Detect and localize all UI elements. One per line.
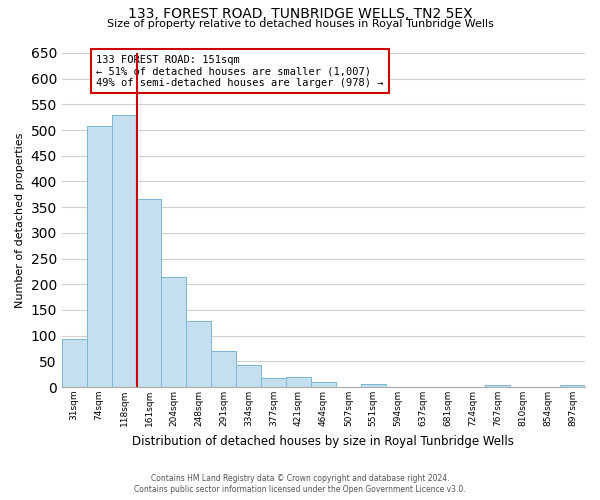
Y-axis label: Number of detached properties: Number of detached properties xyxy=(15,132,25,308)
Text: Size of property relative to detached houses in Royal Tunbridge Wells: Size of property relative to detached ho… xyxy=(107,19,493,29)
Bar xyxy=(87,126,112,387)
Text: 133, FOREST ROAD, TUNBRIDGE WELLS, TN2 5EX: 133, FOREST ROAD, TUNBRIDGE WELLS, TN2 5… xyxy=(128,8,472,22)
Bar xyxy=(261,378,286,387)
Bar xyxy=(286,376,311,387)
Bar xyxy=(161,276,187,387)
Bar xyxy=(236,365,261,387)
Bar xyxy=(560,386,585,387)
Bar xyxy=(485,386,510,387)
Bar xyxy=(112,114,137,387)
Text: 133 FOREST ROAD: 151sqm
← 51% of detached houses are smaller (1,007)
49% of semi: 133 FOREST ROAD: 151sqm ← 51% of detache… xyxy=(96,54,383,88)
Bar xyxy=(311,382,336,387)
Bar xyxy=(62,339,87,387)
Bar xyxy=(361,384,386,387)
Bar xyxy=(211,351,236,387)
X-axis label: Distribution of detached houses by size in Royal Tunbridge Wells: Distribution of detached houses by size … xyxy=(133,434,514,448)
Text: Contains HM Land Registry data © Crown copyright and database right 2024.
Contai: Contains HM Land Registry data © Crown c… xyxy=(134,474,466,494)
Bar xyxy=(187,321,211,387)
Bar xyxy=(137,200,161,387)
